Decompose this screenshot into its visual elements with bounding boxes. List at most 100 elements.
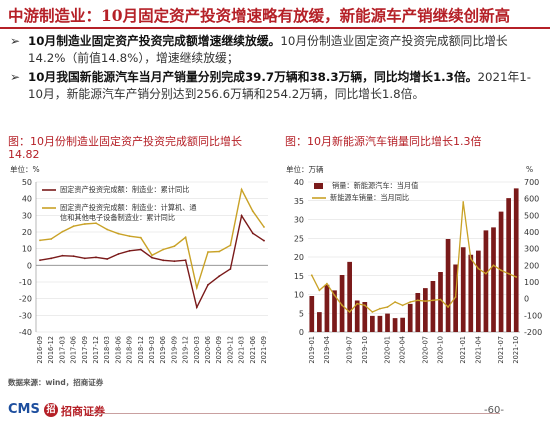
data-point <box>83 257 86 260</box>
data-point <box>409 301 412 303</box>
data-point <box>218 250 221 253</box>
data-point <box>379 307 381 310</box>
data-point <box>173 245 176 248</box>
bar <box>400 317 405 332</box>
data-point <box>139 248 142 251</box>
data-point <box>139 236 142 239</box>
data-point <box>318 289 321 292</box>
data-point <box>207 283 209 286</box>
data-point <box>117 232 120 235</box>
bar <box>339 275 345 332</box>
x-tick-label: 2017-12 <box>92 336 100 364</box>
y-axis-label-left: 单位：万辆 <box>286 164 324 174</box>
data-point <box>492 264 495 267</box>
data-point <box>386 306 389 308</box>
data-point <box>485 272 487 275</box>
y-tick-label: 10 <box>22 245 32 254</box>
bar <box>423 288 428 332</box>
y-tick-label: 20 <box>22 228 32 237</box>
slide-title: 中游制造业：10月固定资产投资增速略有放缓，新能源车产销继续创新高 <box>8 6 511 25</box>
cms-logo: CMS <box>8 402 40 417</box>
y-tick-label-left: 5 <box>299 309 304 318</box>
y-tick-label-right: 100 <box>524 278 539 287</box>
data-point <box>356 302 359 305</box>
data-point <box>251 232 254 235</box>
x-tick-label: 2020-06 <box>204 336 212 364</box>
y-tick-label: -20 <box>19 295 32 304</box>
bar <box>430 281 436 332</box>
x-tick-label: 2016-12 <box>47 336 55 364</box>
brand-name: 招商证券 <box>61 405 105 418</box>
brand-seal-icon: 招 <box>44 403 58 417</box>
data-point <box>477 267 480 270</box>
x-tick-label: 2019-06 <box>159 336 167 364</box>
x-tick-label: 2018-03 <box>103 336 111 364</box>
x-tick-label: 2021-03 <box>238 336 246 364</box>
chart-title-right: 图：10月新能源汽车销量同比增长1.3倍 <box>285 135 482 148</box>
data-point <box>218 275 221 278</box>
x-tick-label: 2021-09 <box>260 336 268 364</box>
data-point <box>447 306 449 308</box>
data-point <box>50 238 53 240</box>
data-point <box>507 272 510 275</box>
x-tick-label: 2020-12 <box>226 336 234 364</box>
data-point <box>195 286 198 289</box>
bar <box>491 227 496 332</box>
x-tick-label: 2018-12 <box>137 336 145 364</box>
data-point <box>39 259 41 262</box>
y-tick-label-right: 600 <box>524 195 539 204</box>
data-point <box>310 274 313 277</box>
x-tick-label: 2017-06 <box>70 336 78 364</box>
data-point <box>106 228 109 231</box>
bullet-plain-text: 10月份制造业固定资产投资完成额同比增长14.2%（前值14.8%），增速继续放… <box>28 34 508 65</box>
bullet-item: ➢ 10月制造业固定资产投资完成额增速继续放缓。10月份制造业固定资产投资完成额… <box>8 33 544 67</box>
footer-divider <box>90 413 500 414</box>
data-point <box>240 214 243 217</box>
x-tick-label: 2018-09 <box>126 336 134 364</box>
x-tick-label: 2021-01 <box>459 336 467 364</box>
data-point <box>394 301 396 303</box>
data-point <box>117 253 120 255</box>
data-point <box>184 236 187 239</box>
y-tick-label: 50 <box>22 178 32 187</box>
bar <box>362 302 368 332</box>
data-point <box>72 255 75 258</box>
y-axis-label: 单位：% <box>10 164 40 174</box>
legend-item-line-label: 新能源车销量：当月同比 <box>330 193 409 202</box>
data-point <box>95 222 97 225</box>
series-line-0 <box>39 213 265 310</box>
y-tick-label-left: 10 <box>294 291 304 300</box>
bar <box>445 239 451 332</box>
x-tick-label: 2017-09 <box>81 336 89 364</box>
data-point <box>416 299 419 302</box>
data-point <box>151 254 153 257</box>
bar <box>309 296 315 332</box>
bar <box>415 293 421 332</box>
data-point <box>371 311 374 313</box>
bar <box>468 254 474 332</box>
bar <box>377 315 383 332</box>
page-number: -60- <box>484 405 504 416</box>
data-point <box>61 254 64 257</box>
data-point <box>229 268 232 270</box>
data-point <box>363 304 366 307</box>
x-tick-label: 2019-04 <box>323 336 331 364</box>
y-tick-label-left: 35 <box>294 197 304 206</box>
data-point <box>263 226 265 228</box>
y-tick-label: -10 <box>19 278 32 287</box>
x-tick-label: 2017-03 <box>58 336 66 364</box>
data-point <box>195 306 198 309</box>
bar <box>407 303 413 332</box>
bar <box>453 264 458 332</box>
data-point <box>61 230 64 233</box>
data-point <box>240 188 243 191</box>
y-tick-label-left: 15 <box>294 272 304 281</box>
data-point <box>424 300 427 303</box>
legend-item-bar-label: 销量：新能源汽车：当月值 <box>332 181 418 190</box>
bullet-list: ➢ 10月制造业固定资产投资完成额增速继续放缓。10月份制造业固定资产投资完成额… <box>8 33 544 105</box>
nev-sales-chart: 单位：万辆 % 0 5 10 15 20 25 30 35 40 -200 -100 0 100 200 300… <box>286 164 542 364</box>
data-point <box>162 259 165 262</box>
data-point <box>348 311 351 313</box>
bullet-bold-text: 10月制造业固定资产投资完成额增速继续放缓。 <box>28 34 281 48</box>
y-tick-label: -40 <box>19 328 32 337</box>
